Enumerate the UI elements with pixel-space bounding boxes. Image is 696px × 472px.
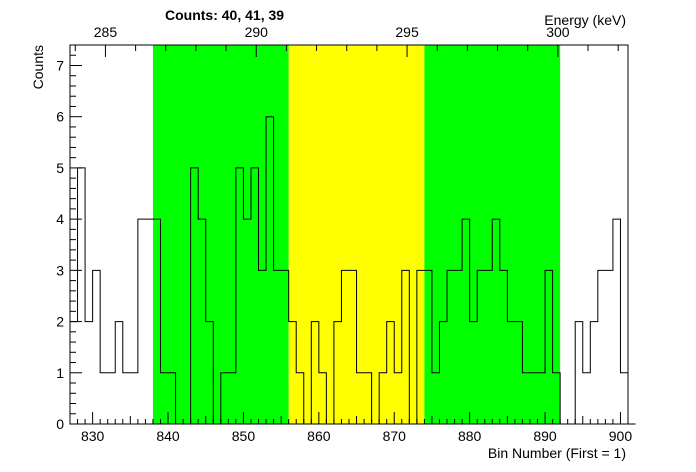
x-tick-label: 900: [609, 428, 633, 444]
left-axis: 0 1 2 3 4 5 6 7: [56, 44, 82, 432]
x-tick-label: 880: [458, 428, 482, 444]
top-tick-label: 295: [395, 24, 419, 40]
y-tick-label: 2: [56, 314, 64, 330]
top-axis-label: Energy (keV): [544, 12, 626, 28]
bottom-axis: 830 840 850 860 870 880 890 900: [69, 412, 633, 444]
histogram-line: [70, 116, 636, 425]
top-tick-label: 300: [546, 24, 570, 40]
y-tick-label: 7: [56, 57, 64, 73]
y-tick-label: 6: [56, 109, 64, 125]
x-tick-label: 870: [383, 428, 407, 444]
y-tick-label: 0: [56, 416, 64, 432]
x-axis-label: Bin Number (First = 1): [488, 445, 626, 461]
y-axis-label: Counts: [30, 45, 46, 89]
y-tick-label: 1: [56, 365, 64, 381]
y-tick-label: 4: [56, 211, 64, 227]
region-background-left: [152, 45, 289, 424]
histogram-series: [70, 116, 636, 425]
top-axis: 285290295300305: [74, 24, 619, 57]
x-tick-label: 840: [156, 428, 180, 444]
top-tick-label: 285: [94, 24, 118, 40]
x-tick-label: 890: [533, 428, 557, 444]
chart-title: Counts: 40, 41, 39: [165, 7, 284, 23]
y-tick-label: 3: [56, 262, 64, 278]
x-tick-label: 860: [307, 428, 331, 444]
top-tick-label: 290: [245, 24, 269, 40]
shaded-regions: [152, 45, 561, 424]
y-tick-label: 5: [56, 160, 64, 176]
x-tick-label: 850: [232, 428, 256, 444]
x-tick-label: 830: [81, 428, 105, 444]
